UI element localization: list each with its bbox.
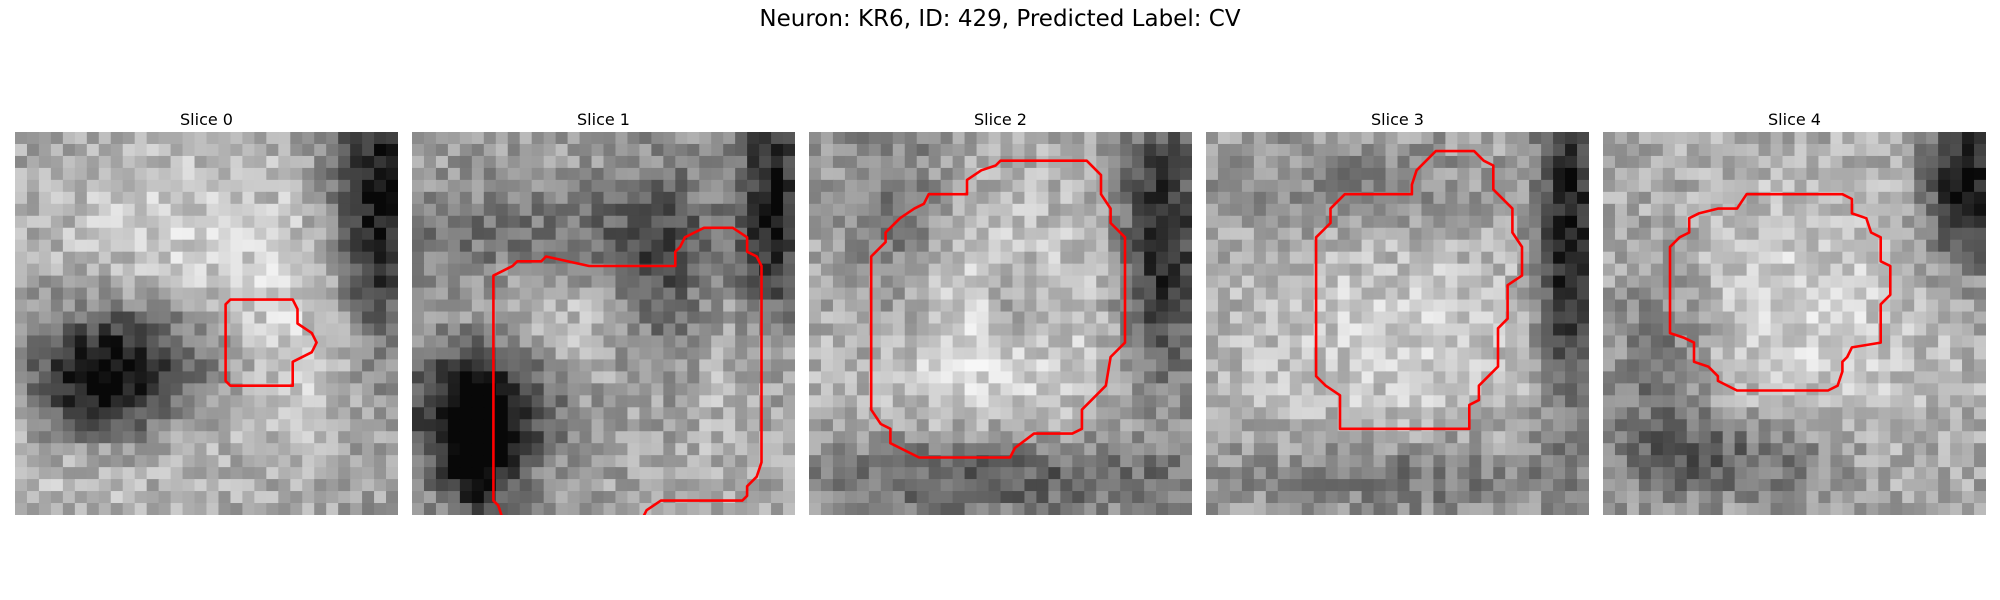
slice-title: Slice 3 <box>1371 110 1424 129</box>
segmentation-contour <box>1668 192 1892 392</box>
pixel-grid <box>1206 132 1589 515</box>
slice-image <box>412 132 795 515</box>
pixel-grid <box>412 132 795 515</box>
slice-title: Slice 0 <box>180 110 233 129</box>
slice-image <box>15 132 398 515</box>
slice-title: Slice 2 <box>974 110 1027 129</box>
slice-image <box>1603 132 1986 515</box>
slice-image <box>809 132 1192 515</box>
slice-title: Slice 4 <box>1768 110 1821 129</box>
segmentation-contour <box>1314 149 1524 431</box>
segmentation-contour <box>869 159 1127 459</box>
slice-panel-3: Slice 3 <box>1206 108 1589 515</box>
pixel-grid <box>1603 132 1986 515</box>
segmentation-contour <box>224 298 318 387</box>
slice-image <box>1206 132 1589 515</box>
slice-panel-4: Slice 4 <box>1603 108 1986 515</box>
slice-title: Slice 1 <box>577 110 630 129</box>
slice-panel-0: Slice 0 <box>15 108 398 515</box>
slice-panel-1: Slice 1 <box>412 108 795 515</box>
figure-title: Neuron: KR6, ID: 429, Predicted Label: C… <box>759 6 1241 32</box>
slice-panel-2: Slice 2 <box>809 108 1192 515</box>
segmentation-contour <box>492 226 763 515</box>
pixel-grid <box>15 132 398 515</box>
